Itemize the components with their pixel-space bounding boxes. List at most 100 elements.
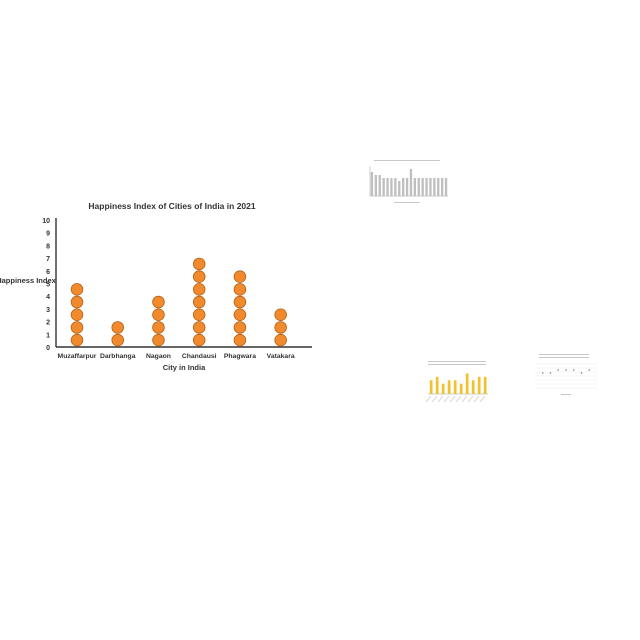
- thumb-bar: [370, 172, 374, 196]
- happiness-marker: [192, 333, 206, 347]
- thumb-bar: [382, 178, 385, 196]
- city-column: [233, 270, 247, 347]
- thumb-tick-label: [479, 395, 486, 403]
- happiness-marker: [274, 308, 287, 321]
- thumb-point: [572, 369, 575, 371]
- thumbnail-chart-gray-bars: [360, 156, 456, 206]
- thumb-text-line: [539, 354, 589, 355]
- thumb-tick-label: [461, 395, 468, 403]
- x-axis-label: City in India: [163, 363, 206, 372]
- thumb-tick-label: [455, 395, 462, 403]
- chart-title: Happiness Index of Cities of India in 20…: [88, 201, 255, 211]
- happiness-marker: [233, 270, 247, 283]
- happiness-marker: [233, 283, 247, 296]
- thumb-point: [588, 369, 591, 371]
- happiness-marker: [152, 321, 165, 334]
- thumb-bar: [390, 178, 393, 196]
- thumb-point: [549, 372, 552, 374]
- happiness-marker: [192, 308, 206, 321]
- thumb-bar: [435, 376, 439, 394]
- thumb-text-line: [394, 202, 420, 203]
- happiness-marker: [192, 295, 206, 309]
- y-tick-label: 1: [46, 332, 50, 339]
- thumb-bar: [453, 380, 457, 394]
- thumb-bar: [374, 175, 378, 196]
- thumb-bar: [378, 175, 381, 196]
- x-tick-label: Vatakara: [267, 353, 295, 360]
- happiness-marker: [192, 270, 206, 283]
- city-column: [70, 283, 84, 347]
- thumb-bar: [425, 178, 428, 196]
- happiness-marker: [70, 308, 84, 321]
- thumb-point: [557, 369, 560, 371]
- y-tick-label: 0: [46, 345, 50, 352]
- thumb-bar: [405, 178, 409, 196]
- thumb-point: [541, 372, 544, 374]
- happiness-marker: [70, 333, 84, 347]
- thumb-bar: [465, 373, 469, 394]
- happiness-marker: [274, 321, 287, 334]
- thumb-bar: [386, 178, 389, 196]
- happiness-marker: [192, 283, 206, 296]
- happiness-marker: [274, 333, 287, 347]
- thumb-text-line: [428, 364, 486, 365]
- thumb-bar: [437, 178, 440, 196]
- thumb-bar: [429, 380, 433, 394]
- happiness-marker: [152, 333, 165, 347]
- happiness-marker: [111, 333, 124, 347]
- x-tick-label: Muzaffarpur: [58, 353, 97, 360]
- happiness-marker: [70, 283, 84, 296]
- y-tick-label: 6: [46, 269, 50, 276]
- city-column: [152, 295, 165, 347]
- happiness-marker: [233, 308, 247, 321]
- thumb-bar: [401, 178, 405, 196]
- thumb-tick-label: [467, 395, 474, 403]
- y-tick-label: 2: [46, 320, 50, 327]
- thumb-bar: [413, 178, 417, 196]
- happiness-marker: [233, 333, 247, 347]
- happiness-marker: [111, 321, 124, 334]
- y-tick-label: 4: [46, 294, 50, 301]
- thumb-bar: [429, 178, 432, 196]
- y-tick-label: 9: [46, 231, 50, 238]
- thumb-point: [580, 372, 583, 374]
- happiness-marker: [233, 295, 247, 309]
- city-column: [111, 321, 124, 347]
- thumb-bar: [447, 380, 451, 394]
- thumb-bar: [421, 178, 424, 196]
- thumb-tick-label: [437, 395, 444, 403]
- x-tick-label: Phagwara: [224, 353, 256, 360]
- happiness-marker: [192, 257, 206, 271]
- thumb-bar: [409, 169, 413, 196]
- thumb-text-line: [374, 160, 440, 161]
- city-column: [192, 257, 206, 347]
- thumb-text-line: [561, 394, 571, 395]
- thumb-tick-label: [449, 395, 456, 403]
- thumb-bar: [441, 383, 445, 394]
- y-axis-label: Happiness Index: [0, 276, 57, 285]
- thumb-bar: [471, 380, 475, 394]
- y-tick-label: 8: [46, 243, 50, 250]
- y-tick-label: 3: [46, 307, 50, 314]
- x-tick-label: Nagaon: [146, 353, 171, 360]
- thumbnail-chart-scatter: [525, 350, 601, 400]
- thumb-bar: [477, 376, 481, 394]
- happiness-marker: [70, 295, 84, 309]
- thumb-point: [565, 369, 567, 371]
- y-tick-label: 10: [42, 218, 50, 225]
- thumb-tick-label: [425, 395, 432, 403]
- city-column: [274, 308, 287, 347]
- thumb-tick-label: [473, 395, 480, 403]
- y-tick-label: 7: [46, 256, 50, 263]
- x-tick-label: Chandausi: [182, 353, 217, 360]
- thumb-bar: [398, 181, 401, 196]
- happiness-marker: [233, 321, 247, 334]
- happiness-marker: [192, 321, 206, 334]
- happiness-marker: [152, 308, 165, 321]
- thumb-bar: [394, 178, 397, 196]
- thumb-text-line: [539, 357, 589, 358]
- happiness-marker: [70, 321, 84, 334]
- thumb-bar: [444, 178, 448, 196]
- x-tick-label: Darbhanga: [100, 353, 136, 360]
